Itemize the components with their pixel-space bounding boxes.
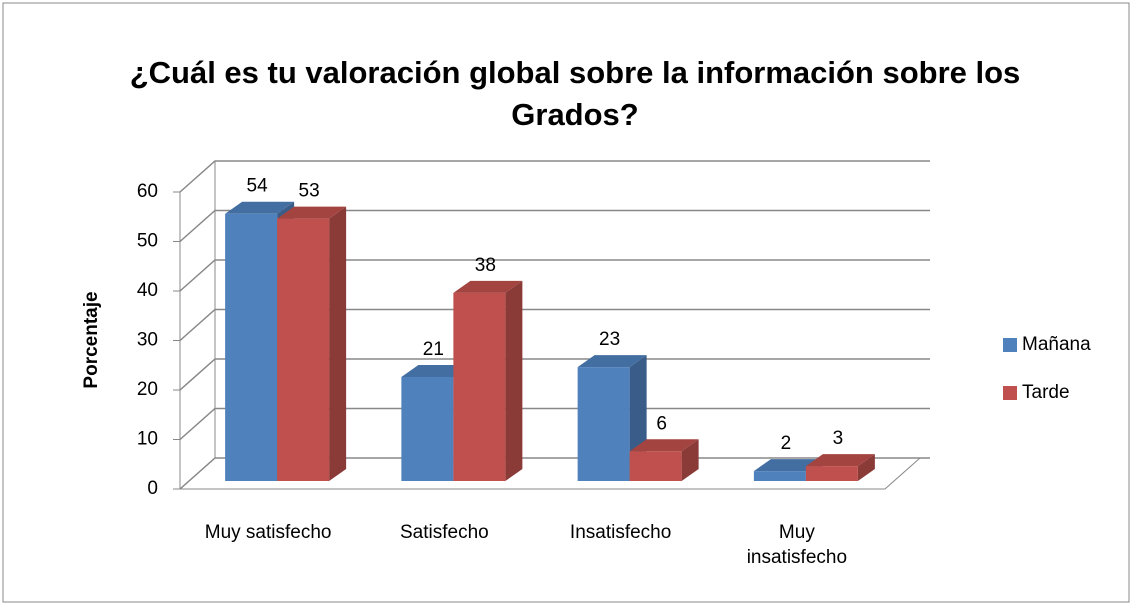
y-tick-label: 60 — [137, 181, 158, 202]
value-label: 23 — [599, 329, 620, 350]
y-tick-label: 30 — [137, 330, 158, 351]
bar-face — [329, 206, 347, 481]
bar-face — [277, 218, 330, 481]
bar — [805, 454, 875, 481]
bar-face — [225, 213, 278, 481]
bar-face — [753, 471, 806, 481]
bar-face — [277, 206, 347, 219]
value-label: 38 — [475, 255, 496, 276]
legend-label: Tarde — [1022, 382, 1070, 403]
y-tick-label: 10 — [137, 429, 158, 450]
bar-face — [681, 439, 699, 481]
value-label: 2 — [781, 433, 792, 454]
grid-line — [179, 407, 930, 441]
bar-face — [401, 365, 471, 378]
bar-face — [505, 280, 523, 481]
bar-face — [453, 280, 523, 293]
y-tick-label: 50 — [137, 231, 158, 252]
bar-face — [225, 201, 295, 214]
grid-line — [179, 209, 930, 243]
x-tick-label: Satisfecho — [400, 522, 489, 543]
legend-swatch — [1003, 338, 1017, 352]
x-tick-label: Muy insatisfecho — [746, 522, 848, 568]
bar — [277, 206, 347, 481]
bar-face — [857, 454, 875, 481]
bar-face — [577, 355, 647, 368]
chart-title: ¿Cuál es tu valoración global sobre la i… — [129, 55, 1021, 132]
bar-face — [629, 439, 699, 452]
bar-face — [805, 466, 858, 481]
grid-line — [179, 308, 930, 342]
x-tick-label: Insatisfecho — [569, 522, 672, 543]
value-label: 6 — [656, 413, 667, 434]
y-tick-label: 20 — [137, 379, 158, 400]
grid-line — [179, 259, 930, 292]
value-label: 54 — [247, 176, 269, 197]
value-label: 21 — [423, 339, 444, 360]
bar — [629, 439, 699, 481]
bar-face — [401, 377, 454, 481]
bar-face — [805, 454, 875, 467]
grid-line — [179, 358, 930, 391]
y-tick-label: 40 — [137, 280, 158, 301]
bar-face — [577, 367, 630, 481]
value-label: 53 — [299, 181, 320, 202]
grid-line — [179, 160, 930, 193]
bar-face — [629, 451, 682, 481]
x-tick-label: Muy satisfecho — [204, 522, 332, 543]
bar — [453, 280, 523, 481]
legend-swatch — [1003, 386, 1017, 400]
legend-label: Mañana — [1022, 334, 1091, 355]
bar-face — [753, 459, 823, 472]
y-axis-label: Porcentaje — [81, 291, 102, 388]
bar-face — [453, 292, 506, 481]
y-tick-label: 0 — [147, 478, 158, 499]
value-label: 3 — [833, 428, 844, 449]
